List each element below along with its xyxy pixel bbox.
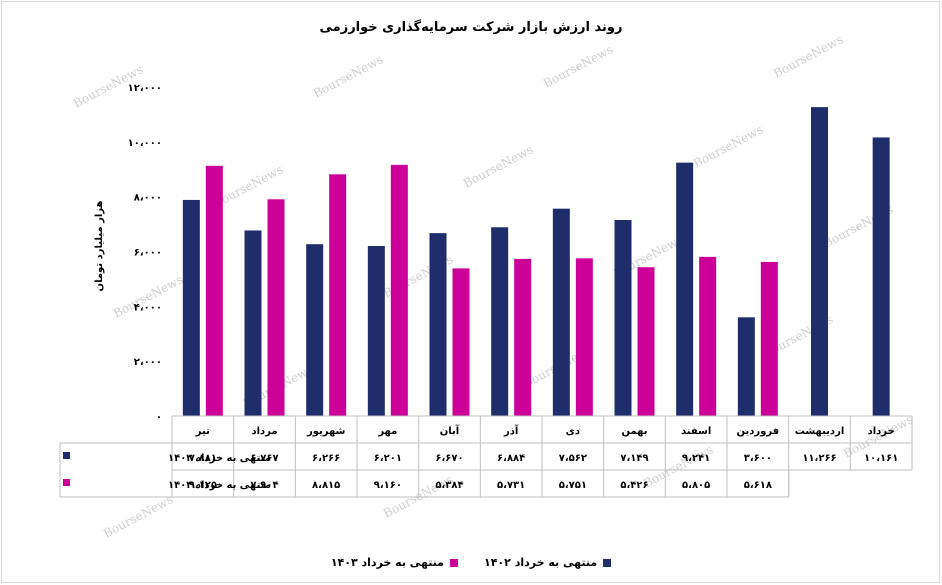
x-category-label: اسفند: [681, 426, 711, 437]
y-tick-label: ۸،۰۰۰: [134, 193, 162, 204]
x-category-label: مهر: [377, 426, 397, 437]
data-label: ۶،۷۶۷: [250, 453, 278, 464]
watermark-text: BourseNews: [771, 32, 845, 80]
legend-item-1403: منتهی به خرداد ۱۴۰۳: [331, 556, 458, 569]
data-label: ۱۱،۲۶۶: [802, 453, 836, 464]
data-table: تیر مرداد شهریور مهر آبان آذر دی بهمن اسفند فرورد…: [59, 415, 913, 498]
bars: [182, 107, 890, 416]
watermark-text: BourseNews: [691, 122, 765, 170]
bar-1402: [429, 233, 447, 416]
bar-1402: [872, 137, 890, 416]
y-tick-label: ۱۰،۰۰۰: [128, 138, 162, 149]
data-label: ۹،۱۶۰: [374, 480, 402, 491]
bar-1403: [514, 258, 532, 416]
data-label: ۵،۶۱۸: [744, 480, 772, 491]
data-label: ۶،۲۶۶: [312, 453, 340, 464]
bar-1403: [452, 268, 470, 416]
bar-1403: [267, 199, 285, 416]
x-category-label: مرداد: [251, 426, 277, 437]
x-category-label: فروردین: [737, 426, 780, 437]
watermark-text: BourseNews: [541, 42, 615, 90]
bar-1403: [699, 256, 717, 416]
data-label: ۹،۲۴۱: [682, 453, 710, 464]
y-tick-label: ۰: [156, 412, 162, 423]
bar-1402: [367, 245, 385, 416]
x-category-label: بهمن: [621, 426, 647, 437]
bar-1402: [676, 162, 694, 416]
bar-1403: [760, 261, 778, 416]
bar-1402: [614, 219, 632, 416]
chart-title: روند ارزش بازار شرکت سرمایه‌گذاری خوارزم…: [319, 20, 623, 35]
table-series-name: منتهی به خرداد ۱۴۰۳: [168, 480, 271, 491]
y-axis: ۰ ۲،۰۰۰ ۴،۰۰۰ ۶،۰۰۰ ۸،۰۰۰ ۱۰،۰۰۰ ۱۲،۰۰۰: [128, 83, 162, 423]
x-category-label: تیر: [195, 426, 210, 437]
table-series-name: منتهی به خرداد ۱۴۰۲: [168, 453, 271, 464]
bar-1403: [329, 174, 347, 416]
bar-1403: [390, 164, 408, 416]
bar-1402: [182, 199, 200, 416]
y-tick-label: ۲،۰۰۰: [134, 357, 162, 368]
data-label: ۵،۷۳۱: [497, 480, 525, 491]
bar-1402: [491, 227, 509, 416]
bar-1402: [552, 208, 570, 416]
bar-1403: [575, 258, 593, 416]
x-category-label: اردیبهشت: [795, 426, 845, 437]
bar-1403: [637, 267, 655, 416]
x-category-label: شهریور: [306, 426, 346, 437]
y-tick-label: ۴،۰۰۰: [134, 302, 162, 313]
x-category-label: خرداد: [868, 426, 895, 437]
y-axis-label: هزار میلیارد تومان: [94, 200, 105, 291]
data-label: ۵،۸۰۵: [682, 480, 710, 491]
data-label: ۳،۶۰۰: [744, 453, 772, 464]
y-tick-label: ۱۲،۰۰۰: [128, 83, 162, 94]
bar-1402: [737, 317, 755, 416]
data-label: ۱۰،۱۶۱: [864, 453, 898, 464]
bar-1402: [244, 230, 262, 416]
legend-swatch-1402: [603, 558, 612, 567]
legend: منتهی به خرداد ۱۴۰۲ منتهی به خرداد ۱۴۰۳: [0, 556, 942, 569]
data-label: ۶،۲۰۱: [374, 453, 402, 464]
data-label: ۵،۴۲۶: [620, 480, 648, 491]
data-label: ۹،۱۲۵: [189, 480, 217, 491]
watermark-text: BourseNews: [101, 492, 175, 540]
data-label: ۷،۵۶۲: [559, 453, 587, 464]
bar-1403: [205, 165, 223, 416]
watermark-text: BourseNews: [111, 272, 185, 320]
data-label: ۷،۸۸۱: [189, 453, 217, 464]
watermark-text: BourseNews: [311, 52, 385, 100]
x-category-label: آبان: [440, 424, 460, 437]
data-label: ۶،۸۸۴: [497, 453, 525, 464]
data-label: ۸،۸۱۵: [312, 480, 340, 491]
legend-swatch-1403: [450, 558, 458, 567]
legend-label-1402: منتهی به خرداد ۱۴۰۲: [484, 556, 598, 569]
watermark-text: BourseNews: [461, 142, 535, 190]
bar-1402: [306, 244, 324, 416]
x-category-label: دی: [566, 426, 580, 437]
bar-1402: [811, 107, 828, 416]
data-label: ۶،۶۷۰: [435, 453, 463, 464]
table-series-swatch: [63, 479, 70, 486]
data-label: ۵،۷۵۱: [559, 480, 587, 491]
y-tick-label: ۶،۰۰۰: [134, 248, 162, 259]
data-label: ۵،۳۸۴: [435, 480, 463, 491]
x-category-label: آذر: [503, 424, 519, 437]
table-series-swatch: [63, 452, 70, 459]
data-label: ۷،۹۰۴: [250, 480, 278, 491]
data-label: ۷،۱۴۹: [620, 453, 648, 464]
legend-item-1402: منتهی به خرداد ۱۴۰۲: [484, 556, 612, 569]
legend-label-1403: منتهی به خرداد ۱۴۰۳: [330, 556, 444, 569]
